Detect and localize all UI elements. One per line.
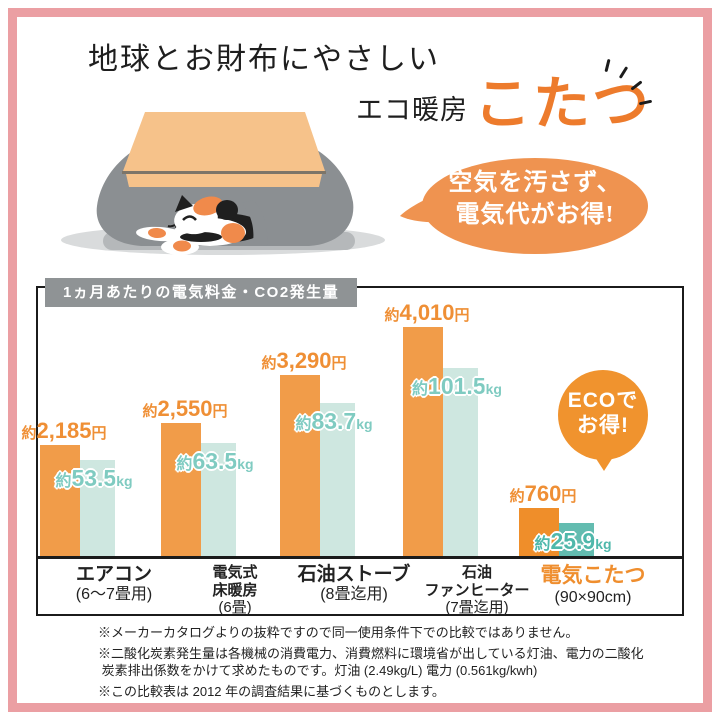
kotatsu-cat-illustration xyxy=(61,112,385,255)
footnote-1: ※メーカーカタログよりの抜粋ですので同一使用条件下での比較ではありません。 xyxy=(98,625,579,640)
footnote-2: ※二酸化炭素発生量は各機械の消費電力、消費燃料に環境省が出している灯油、電力の二… xyxy=(98,646,644,679)
price-bar xyxy=(40,445,80,556)
category-label-line: 石油 xyxy=(461,564,493,581)
value-label-part: 円 xyxy=(454,307,470,324)
speech-bubble-tail xyxy=(400,196,448,223)
price-bar xyxy=(280,375,320,556)
subtitle-kotatsu: こたつ xyxy=(474,73,651,136)
value-label-part: 101.5 xyxy=(428,373,486,399)
page-title: 地球とお財布にやさしい xyxy=(88,43,440,76)
category-label-line: (6畳) xyxy=(218,599,252,617)
category-label-line: エアコン xyxy=(75,564,152,585)
category-label: 電気こたつ (90×90cm) xyxy=(541,564,646,608)
category-label-line: (7畳迄用) xyxy=(445,599,509,617)
price-label: 約2,185円 xyxy=(21,418,106,444)
price-label: 約3,290円 xyxy=(261,348,346,374)
co2-label: 約101.5kg xyxy=(412,373,502,400)
value-label-part: 53.5 xyxy=(71,465,117,491)
category-label: エアコン (6〜7畳用) xyxy=(76,564,152,605)
value-label-part: 約 xyxy=(261,355,277,372)
cat-paw-patch xyxy=(148,227,166,239)
cat-head-patch xyxy=(193,196,223,216)
value-label-part: 2,185 xyxy=(36,418,92,443)
co2-label: 約25.9kg xyxy=(534,528,611,555)
footnotes: ※メーカーカタログよりの抜粋ですので同一使用条件下での比較ではありません。 ※二… xyxy=(98,624,676,705)
co2-label: 約83.7kg xyxy=(295,408,372,435)
value-label-part: 約 xyxy=(534,536,551,553)
cat-body-patch xyxy=(221,223,245,243)
category-label-line: (6〜7畳用) xyxy=(75,586,153,604)
value-label-part: 4,010 xyxy=(399,300,455,325)
category-label-line: 電気こたつ xyxy=(540,564,646,587)
value-label-part: 円 xyxy=(331,355,347,372)
cat-black-patch xyxy=(216,200,238,220)
cat-ear xyxy=(175,195,193,212)
value-label-part: 63.5 xyxy=(192,448,238,474)
x-axis-line xyxy=(38,556,682,559)
value-label-part: 約 xyxy=(142,403,158,420)
category-label: 石油ストーブ (8畳迄用) xyxy=(298,564,411,605)
bubble-line-1: 空気を汚さず、 xyxy=(448,170,622,196)
value-label-part: 約 xyxy=(176,456,193,473)
eco-badge-text: ECOで お得! xyxy=(558,370,648,438)
value-label-part: 3,290 xyxy=(276,348,332,373)
price-bar xyxy=(403,327,443,556)
value-label-part: 円 xyxy=(561,488,577,505)
value-label-part: 約 xyxy=(412,381,429,398)
tabletop-apron xyxy=(126,174,322,187)
category-label-line: 石油ストーブ xyxy=(297,564,411,585)
value-label-part: 約 xyxy=(55,473,72,490)
speech-bubble-text: 空気を汚さず、 電気代がお得! xyxy=(448,167,621,231)
value-label-part: 760 xyxy=(524,481,562,506)
category-label: 電気式 床暖房 (6畳) xyxy=(212,564,257,617)
eco-badge: ECOで お得! xyxy=(558,370,648,471)
value-label-part: 2,550 xyxy=(157,396,213,421)
subtitle-prefix: エコ暖房 xyxy=(356,95,468,125)
value-label-part: kg xyxy=(485,381,502,397)
category-label-line: (90×90cm) xyxy=(554,588,632,606)
category-label: 石油 ファンヒーター (7畳迄用) xyxy=(424,564,529,617)
bubble-line-2: 電気代がお得! xyxy=(455,202,615,228)
speech-bubble xyxy=(400,158,648,254)
blanket-over-tail xyxy=(241,200,268,246)
category-label-line: 電気式 xyxy=(212,564,258,581)
tabletop-edge-line xyxy=(122,171,326,174)
value-label-part: 約 xyxy=(21,425,37,442)
price-bar xyxy=(519,508,559,556)
value-label-part: 25.9 xyxy=(550,528,596,554)
bar-plot: 約2,185円 約53.5kg エアコン (6〜7畳用) 約2,550円 約63.5kg 電… xyxy=(21,288,682,617)
value-label-part: 83.7 xyxy=(311,408,357,434)
cat-hind-patch xyxy=(173,240,191,252)
co2-label: 約53.5kg xyxy=(55,465,132,492)
category-label-line: ファンヒーター xyxy=(424,581,530,599)
category-label-line: 床暖房 xyxy=(212,581,258,599)
value-label-part: 円 xyxy=(212,403,228,420)
cat-closed-eye xyxy=(182,215,197,221)
price-label: 約2,550円 xyxy=(142,396,227,422)
cat-face-line xyxy=(167,224,176,228)
value-label-part: kg xyxy=(595,536,612,552)
cat-chin-shadow xyxy=(180,232,222,242)
value-label-part: 約 xyxy=(384,307,400,324)
value-label-part: kg xyxy=(356,416,373,432)
kotatsu-tabletop xyxy=(123,112,325,171)
price-bar xyxy=(161,423,201,556)
eco-badge-line-2: お得! xyxy=(577,414,629,437)
value-label-part: 約 xyxy=(509,488,525,505)
eco-badge-line-1: ECOで xyxy=(567,389,639,412)
value-label-part: 円 xyxy=(91,425,107,442)
speech-bubble-body xyxy=(422,158,648,254)
value-label-part: kg xyxy=(237,456,254,472)
price-label: 約760円 xyxy=(510,481,577,507)
value-label-part: kg xyxy=(116,473,133,489)
co2-label: 約63.5kg xyxy=(176,448,253,475)
value-label-part: 約 xyxy=(295,416,312,433)
chart-title: 1ヵ月あたりの電気料金・CO2発生量 xyxy=(45,278,358,307)
price-label: 約4,010円 xyxy=(384,300,469,326)
category-label-line: (8畳迄用) xyxy=(320,586,388,604)
eco-badge-tail xyxy=(593,454,615,471)
footnote-3: ※この比較表は 2012 年の調査結果に基づくものとします。 xyxy=(98,684,445,700)
